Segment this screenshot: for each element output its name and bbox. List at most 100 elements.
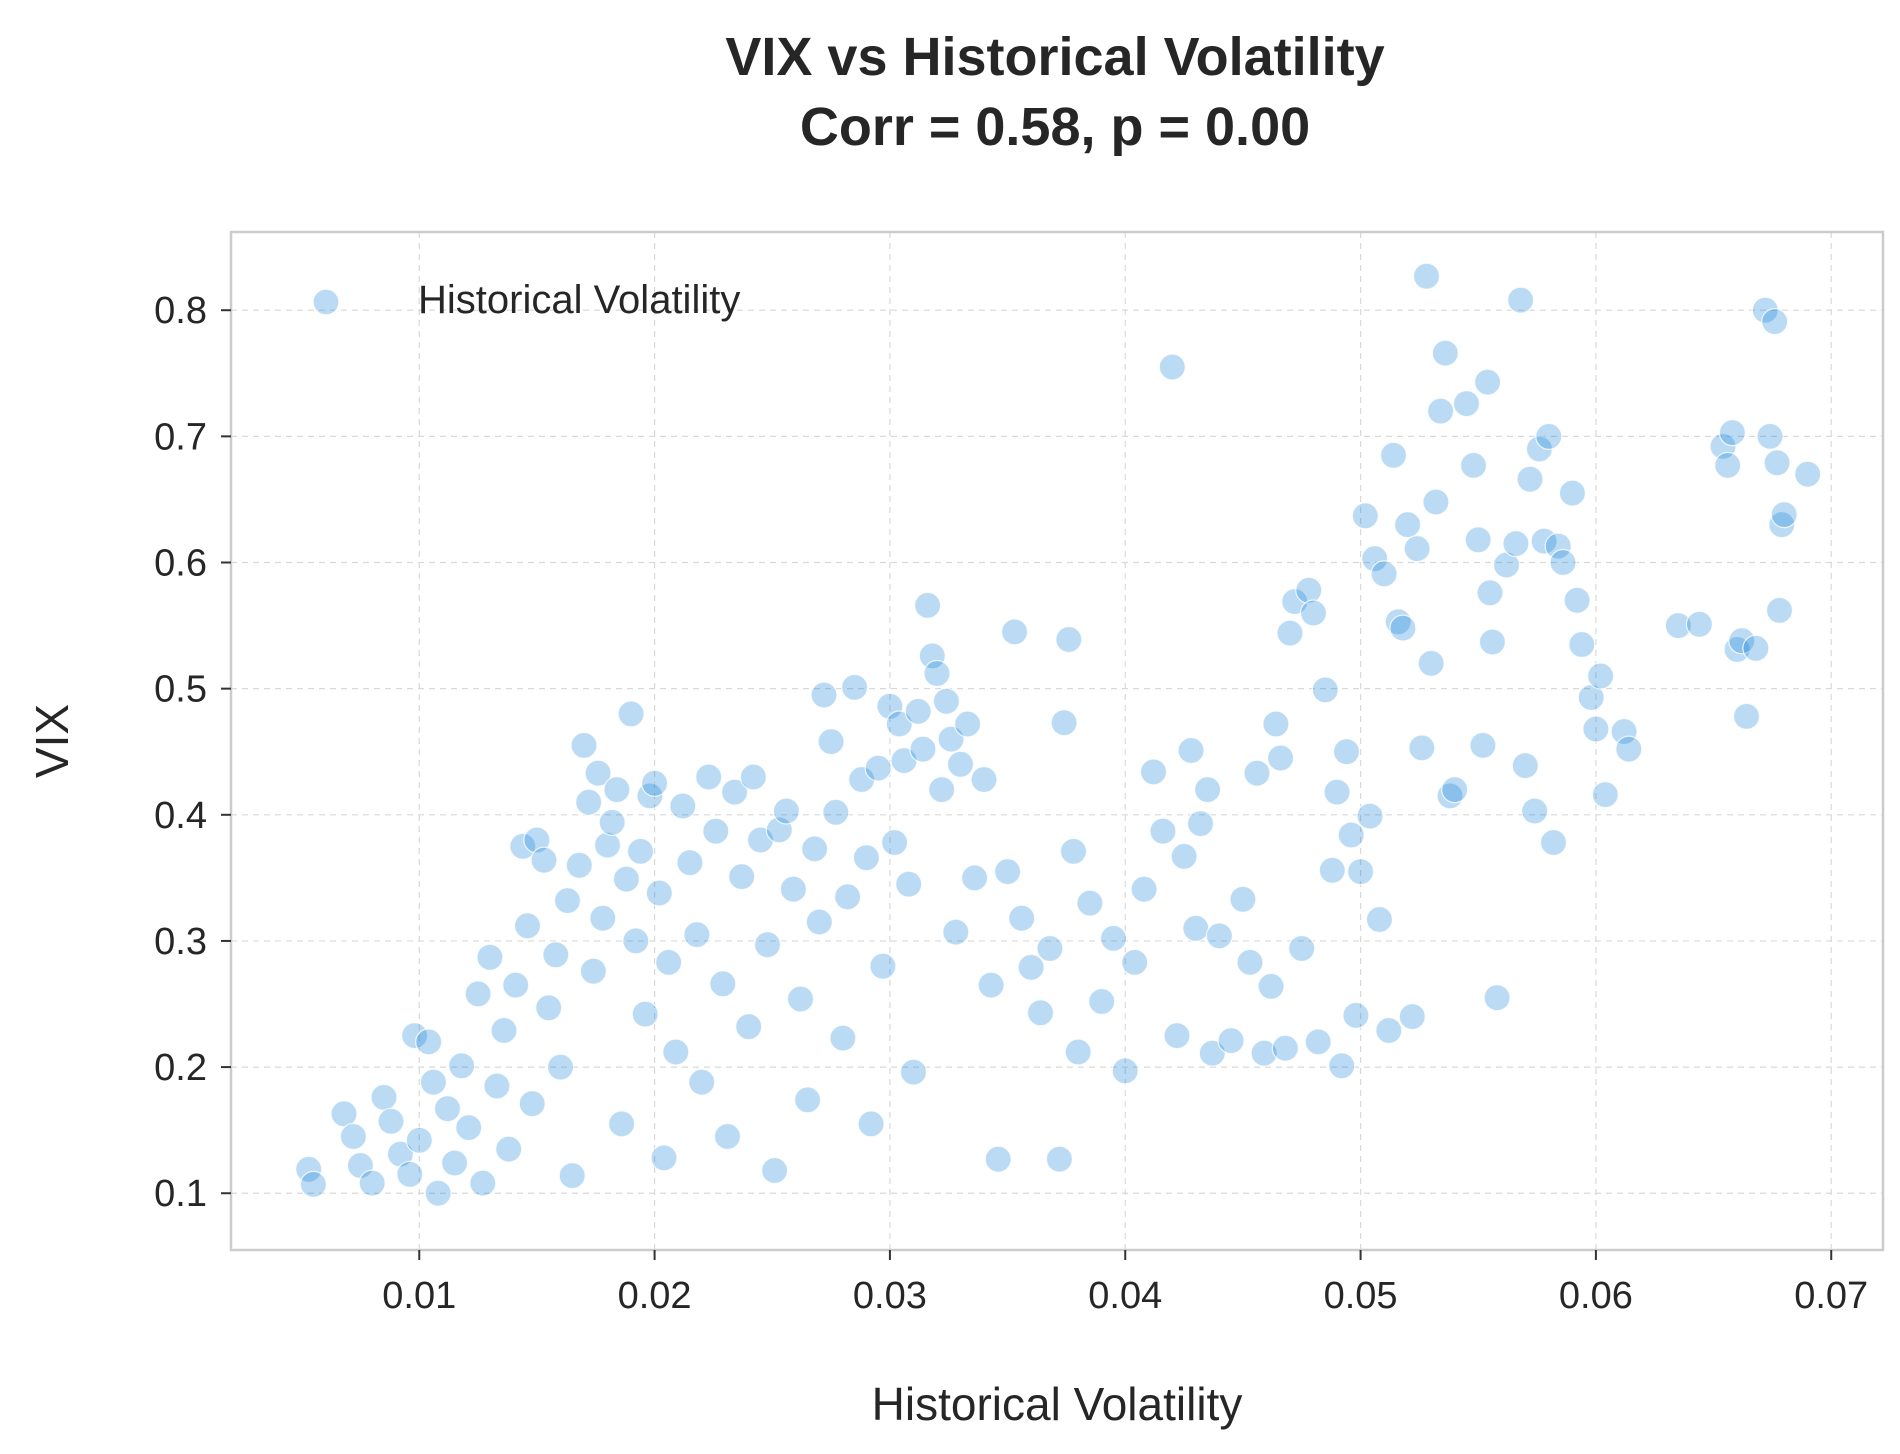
y-axis-label: VIX bbox=[26, 704, 78, 778]
y-tick-label: 0.8 bbox=[154, 290, 207, 332]
scatter-point bbox=[490, 1016, 518, 1045]
scatter-point bbox=[1768, 511, 1796, 539]
scatter-point bbox=[1017, 953, 1045, 982]
scatter-point bbox=[1469, 731, 1497, 760]
scatter-point bbox=[299, 1170, 327, 1199]
scatter-point bbox=[1539, 828, 1568, 857]
scatter-point bbox=[1346, 857, 1375, 886]
scatter-point bbox=[598, 808, 626, 837]
chart-title: VIX vs Historical Volatility bbox=[725, 27, 1384, 87]
scatter-point bbox=[631, 1000, 659, 1028]
scatter-point bbox=[688, 1068, 716, 1096]
scatter-point bbox=[702, 817, 730, 845]
scatter-point bbox=[899, 1058, 928, 1086]
scatter-point bbox=[650, 1144, 678, 1172]
scatter-point bbox=[1412, 262, 1441, 290]
scatter-point bbox=[909, 735, 937, 763]
scatter-point bbox=[358, 1169, 386, 1197]
scatter-point bbox=[1351, 502, 1379, 530]
scatter-point bbox=[1506, 286, 1535, 314]
scatter-point bbox=[1558, 479, 1587, 507]
scatter-point bbox=[1582, 715, 1610, 743]
scatter-point bbox=[662, 1038, 690, 1066]
scatter-point bbox=[1262, 710, 1290, 738]
y-tick-label: 0.7 bbox=[154, 416, 207, 458]
scatter-point bbox=[1163, 1021, 1191, 1050]
scatter-point bbox=[377, 1107, 405, 1135]
scatter-point bbox=[1059, 837, 1088, 866]
scatter-point bbox=[904, 697, 932, 726]
scatter-point bbox=[617, 700, 645, 728]
scatter-point bbox=[405, 1126, 433, 1154]
legend-label: Historical Volatility bbox=[418, 278, 740, 322]
scatter-point bbox=[1311, 676, 1339, 704]
scatter-point bbox=[386, 1140, 414, 1168]
scatter-point bbox=[1756, 422, 1784, 450]
scatter-point bbox=[1288, 934, 1316, 963]
scatter-point bbox=[589, 904, 617, 932]
scatter-point bbox=[1000, 618, 1029, 646]
scatter-point bbox=[1408, 734, 1436, 762]
scatter-point bbox=[523, 826, 551, 854]
scatter-point bbox=[1099, 924, 1128, 953]
scatter-point bbox=[918, 642, 946, 670]
scatter-point bbox=[857, 1110, 885, 1138]
scatter-point bbox=[1036, 934, 1064, 963]
scatter-point bbox=[735, 1013, 763, 1041]
scatter-point bbox=[1615, 735, 1643, 763]
scatter-point bbox=[455, 1113, 483, 1142]
scatter-point bbox=[1177, 736, 1205, 765]
x-tick-label: 0.06 bbox=[1559, 1275, 1633, 1317]
scatter-point bbox=[885, 710, 913, 738]
scatter-point bbox=[805, 908, 833, 936]
scatter-point bbox=[593, 831, 622, 859]
scatter-point bbox=[984, 1145, 1012, 1173]
scatter-point bbox=[553, 886, 582, 915]
scatter-point bbox=[1476, 579, 1504, 607]
scatter-point bbox=[1516, 465, 1544, 493]
scatter-point bbox=[864, 754, 892, 782]
scatter-point bbox=[1610, 717, 1638, 746]
scatter-point bbox=[942, 918, 970, 946]
scatter-point bbox=[1389, 614, 1417, 642]
scatter-point bbox=[1591, 780, 1619, 809]
scatter-point bbox=[415, 1028, 443, 1056]
scatter-point bbox=[760, 1156, 789, 1185]
scatter-point bbox=[728, 862, 756, 891]
plot-frame bbox=[229, 230, 1885, 1252]
scatter-point bbox=[1770, 500, 1798, 529]
scatter-point bbox=[772, 797, 801, 825]
scatter-point bbox=[448, 1052, 476, 1080]
scatter-point bbox=[1568, 630, 1596, 659]
scatter-point bbox=[622, 927, 650, 955]
scatter-point bbox=[1076, 889, 1104, 917]
scatter-point bbox=[1236, 948, 1264, 977]
scatter-point bbox=[1299, 599, 1328, 627]
scatter-point bbox=[1714, 451, 1742, 479]
x-tick-label: 0.04 bbox=[1088, 1275, 1162, 1317]
scatter-point bbox=[1398, 1002, 1426, 1031]
scatter-point bbox=[876, 692, 904, 720]
scatter-point bbox=[330, 1100, 358, 1128]
scatter-point bbox=[513, 912, 542, 940]
scatter-point bbox=[1170, 842, 1198, 871]
scatter-point bbox=[1403, 534, 1431, 563]
scatter-point bbox=[469, 1169, 497, 1197]
scatter-point bbox=[424, 1179, 452, 1207]
scatter-point bbox=[401, 1021, 429, 1050]
scatter-point bbox=[558, 1161, 586, 1190]
scatter-point bbox=[1250, 1039, 1278, 1067]
scatter-point bbox=[683, 920, 711, 949]
scatter-point bbox=[518, 1090, 546, 1118]
scatter-point bbox=[476, 943, 504, 971]
scatter-point bbox=[1121, 948, 1149, 977]
scatter-point bbox=[1393, 511, 1422, 539]
scatter-point bbox=[1193, 775, 1222, 804]
scatter-point bbox=[1530, 527, 1558, 555]
scatter-point bbox=[880, 828, 909, 857]
scatter-point bbox=[1361, 545, 1389, 573]
scatter-point bbox=[1511, 751, 1539, 780]
scatter-point bbox=[786, 985, 815, 1013]
scatter-point bbox=[852, 844, 881, 872]
